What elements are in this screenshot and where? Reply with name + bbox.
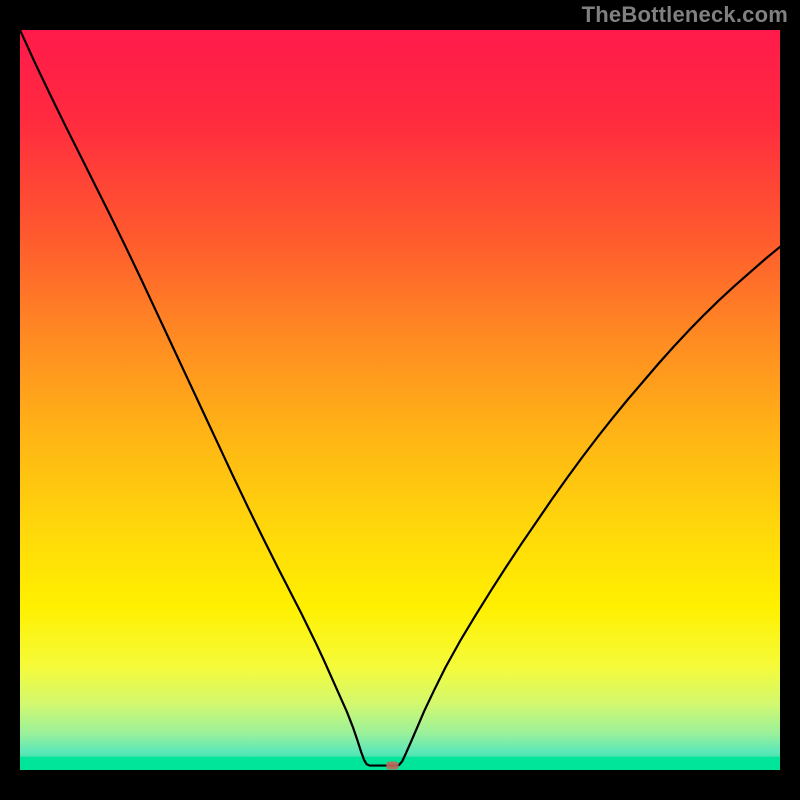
- optimum-marker: [386, 761, 398, 769]
- plot-background: [20, 30, 780, 770]
- chart-stage: TheBottleneck.com: [0, 0, 800, 800]
- bottleneck-chart: [0, 0, 800, 800]
- watermark-text: TheBottleneck.com: [582, 2, 788, 28]
